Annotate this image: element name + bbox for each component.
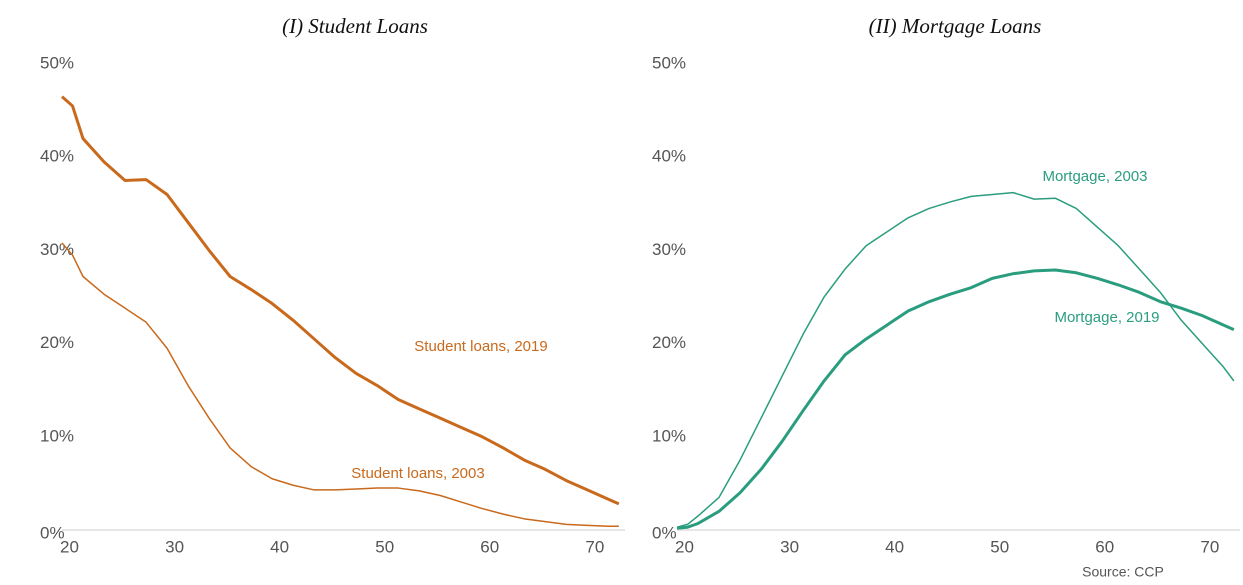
x-tick-label: 20 [60,537,79,556]
series-label: Mortgage, 2019 [1054,309,1159,326]
x-tick-label: 40 [885,537,904,556]
x-tick-label: 50 [990,537,1009,556]
x-tick-label: 60 [480,537,499,556]
series-line [61,95,620,506]
series-line [676,191,1235,528]
y-tick-label: 40% [652,147,686,166]
y-tick-label: 0% [652,523,677,542]
y-tick-label: 10% [40,426,74,445]
y-tick-label: 10% [652,426,686,445]
x-tick-label: 70 [585,537,604,556]
y-tick-label: 0% [40,523,65,542]
y-tick-label: 20% [40,333,74,352]
y-tick-label: 30% [40,240,74,259]
x-tick-label: 50 [375,537,394,556]
chart-title: (I) Student Loans [282,14,428,38]
series-line [676,268,1235,530]
series-line [61,242,619,528]
x-tick-label: 20 [675,537,694,556]
x-tick-label: 30 [780,537,799,556]
y-tick-label: 50% [40,53,74,72]
x-tick-label: 60 [1095,537,1114,556]
y-tick-label: 40% [40,147,74,166]
x-tick-label: 30 [165,537,184,556]
source: Source: CCP [1082,564,1164,580]
series-label: Student loans, 2019 [414,338,547,355]
chart-title: (II) Mortgage Loans [869,14,1042,38]
x-tick-label: 70 [1200,537,1219,556]
x-tick-label: 40 [270,537,289,556]
y-tick-label: 30% [652,240,686,259]
y-tick-label: 20% [652,333,686,352]
y-tick-label: 50% [652,53,686,72]
series-label: Student loans, 2003 [351,465,484,482]
series-label: Mortgage, 2003 [1042,168,1147,185]
